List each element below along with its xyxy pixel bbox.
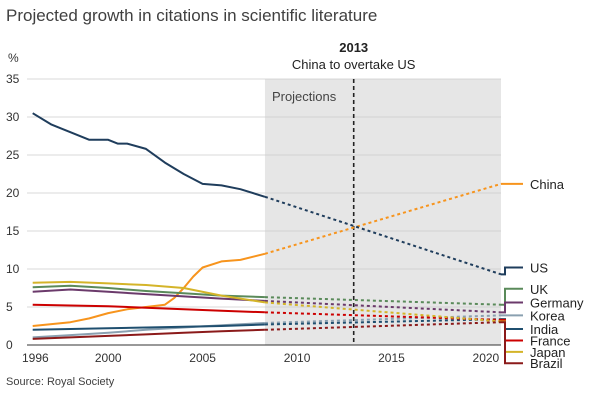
series-labels: China US UKGermanyKoreaIndiaFranceJapanBra…	[501, 177, 584, 371]
x-tick-label: 2015	[378, 351, 405, 365]
series-group	[32, 112, 502, 340]
series-label-korea: Korea	[530, 308, 565, 323]
series-connector-germany	[501, 301, 523, 314]
y-tick-label: 20	[6, 186, 20, 200]
series-line-france	[32, 303, 265, 314]
series-label-china: China	[530, 177, 565, 192]
series-line-uk	[32, 284, 265, 299]
y-tick-label: 35	[6, 72, 20, 86]
x-tick-label: 1996	[22, 351, 49, 365]
y-tick-label: 25	[6, 148, 20, 162]
series-label-japan: Japan	[530, 345, 565, 360]
gridlines	[27, 78, 501, 346]
projection-band	[264, 79, 501, 345]
marker-annotation: China to overtake US	[292, 57, 416, 72]
series-line-india	[32, 323, 265, 331]
chart-title: Projected growth in citations in scienti…	[6, 6, 378, 25]
series-label-us: US	[530, 260, 548, 275]
series-label-india: India	[530, 322, 559, 337]
marker-year-label: 2013	[339, 40, 368, 55]
x-tick-label: 2000	[95, 351, 122, 365]
series-line-germany	[32, 288, 265, 302]
series-projection-china	[264, 182, 502, 255]
series-line-us	[32, 112, 266, 198]
y-tick-label: 15	[6, 224, 20, 238]
series-label-germany: Germany	[530, 295, 584, 310]
y-axis-label: %	[8, 51, 19, 65]
y-tick-label: 10	[6, 262, 20, 276]
x-axis-ticks: 1996 2000 2005 2010 2015 2020	[22, 351, 500, 365]
x-tick-label: 2020	[473, 351, 500, 365]
series-connector-us	[501, 266, 523, 276]
y-tick-label: 5	[6, 300, 13, 314]
series-connector-brazil	[501, 321, 523, 365]
series-label-brazil: Brazil	[530, 356, 563, 371]
y-tick-label: 0	[6, 338, 13, 352]
y-tick-label: 30	[6, 110, 20, 124]
series-line-japan	[32, 280, 266, 304]
series-label-uk: UK	[530, 282, 548, 297]
series-label-france: France	[530, 333, 570, 348]
series-line-brazil	[32, 328, 265, 340]
projections-label: Projections	[272, 89, 337, 104]
x-tick-label: 2010	[284, 351, 311, 365]
source-note: Source: Royal Society	[6, 376, 115, 388]
series-connector-uk	[501, 287, 523, 306]
y-axis-ticks: 0 5 10 15 20 25 30 35	[6, 72, 20, 352]
series-line-china	[32, 252, 266, 327]
x-tick-label: 2005	[189, 351, 216, 365]
